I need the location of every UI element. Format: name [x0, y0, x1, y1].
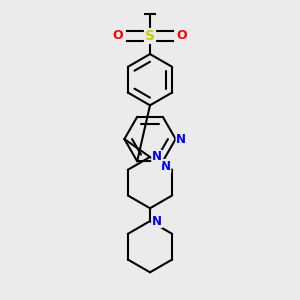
Text: N: N: [160, 160, 171, 172]
Text: N: N: [176, 133, 186, 146]
Text: N: N: [152, 151, 162, 164]
Text: N: N: [152, 214, 162, 228]
Text: S: S: [145, 29, 155, 43]
Text: O: O: [112, 29, 123, 42]
Text: O: O: [177, 29, 188, 42]
